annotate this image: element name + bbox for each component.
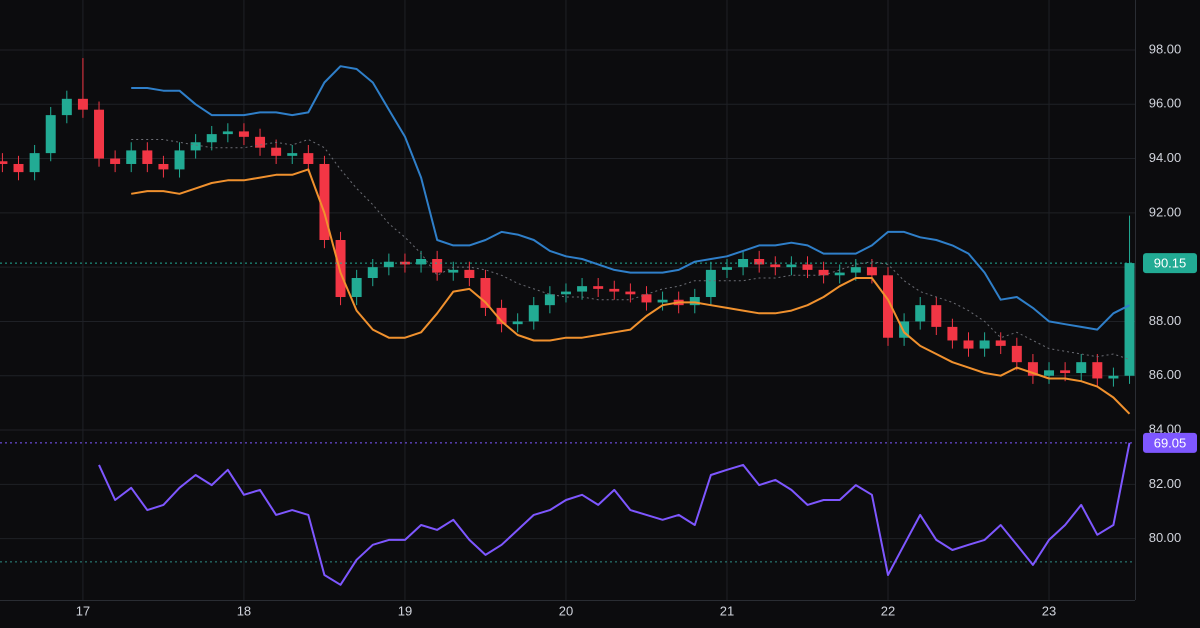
candle-body [287, 153, 298, 156]
candle-body [1060, 370, 1071, 374]
candle-body [1027, 362, 1038, 376]
candle-body [641, 294, 652, 303]
candle-body [432, 259, 443, 273]
candle-body [1092, 362, 1103, 379]
candle-body [979, 340, 990, 349]
candle-body [416, 259, 427, 265]
last-price-label: 90.15 [1154, 256, 1187, 271]
candle-body [319, 163, 330, 240]
candle-body [496, 307, 507, 325]
candle-body [609, 288, 620, 292]
candle-body [110, 158, 121, 164]
candle-body [190, 142, 201, 151]
candle-body [448, 269, 459, 273]
candle-body [1044, 370, 1055, 376]
last-value-label: 69.05 [1154, 435, 1187, 450]
candle-body [657, 299, 668, 303]
candle-body [738, 259, 749, 268]
candle-body [577, 286, 588, 292]
series-line [131, 65, 1130, 331]
x-tick-label: 22 [881, 603, 895, 618]
candle-body [61, 98, 72, 116]
candle-body [126, 150, 137, 164]
series-line [131, 168, 1131, 415]
candle-body [915, 305, 926, 322]
candle-body [705, 269, 716, 298]
last-price-box [1143, 253, 1197, 274]
series-line [98, 442, 1131, 586]
candle-body [206, 134, 217, 143]
candle-body [77, 98, 88, 110]
candle-body [931, 305, 942, 327]
candle-body [335, 240, 346, 298]
series-line [131, 139, 1130, 360]
y-tick-label: 82.00 [1149, 476, 1182, 491]
candle-body [544, 294, 555, 306]
candle-body [303, 153, 314, 164]
candle-body [770, 264, 781, 268]
candle-body [689, 297, 700, 306]
candle-body [174, 150, 185, 170]
candle-body [383, 261, 394, 268]
candle-body [399, 261, 410, 265]
candle-body [818, 269, 829, 276]
candle-body [158, 163, 169, 170]
candle-body [13, 163, 24, 173]
candle-body [238, 131, 249, 137]
candle-body [45, 115, 56, 154]
candle-body [1011, 345, 1022, 363]
candle-body [786, 264, 797, 268]
candle-body [464, 269, 475, 279]
candle-body [94, 109, 105, 159]
y-tick-label: 96.00 [1149, 96, 1182, 111]
last-value-box [1143, 432, 1197, 453]
candle-body [255, 136, 266, 148]
candle-body [560, 291, 571, 295]
candle-body [222, 131, 233, 135]
y-tick-label: 84.00 [1149, 421, 1182, 436]
x-tick-label: 19 [398, 603, 412, 618]
candle-body [1076, 362, 1087, 374]
y-tick-label: 94.00 [1149, 150, 1182, 165]
candle-body [512, 321, 523, 325]
candle-body [850, 267, 861, 273]
candle-body [480, 278, 491, 308]
candle-body [142, 150, 153, 164]
candle-body [271, 147, 282, 156]
candle-body [367, 267, 378, 279]
y-tick-label: 86.00 [1149, 367, 1182, 382]
candle-body [625, 291, 636, 295]
candle-body [963, 340, 974, 349]
candle-body [29, 153, 40, 173]
candle-body [866, 267, 877, 276]
candle-body [995, 340, 1006, 346]
candle-body [351, 278, 362, 298]
candle-body [593, 286, 604, 289]
x-tick-label: 20 [559, 603, 573, 618]
x-tick-label: 17 [76, 603, 90, 618]
candle-body [721, 267, 732, 270]
candle-body [528, 305, 539, 322]
y-tick-label: 88.00 [1149, 313, 1182, 328]
candle-body [1124, 263, 1135, 376]
candle-body [834, 272, 845, 276]
y-tick-label: 80.00 [1149, 530, 1182, 545]
candle-body [883, 275, 893, 338]
candle-body [947, 326, 958, 341]
candle-body [1108, 375, 1119, 379]
candle-body [802, 264, 813, 270]
candle-body [0, 161, 8, 164]
candle-body [754, 259, 765, 265]
y-tick-label: 92.00 [1149, 204, 1182, 219]
x-tick-label: 23 [1042, 603, 1056, 618]
candle-body [899, 321, 910, 338]
x-tick-label: 18 [237, 603, 251, 618]
x-tick-label: 21 [720, 603, 734, 618]
y-tick-label: 98.00 [1149, 41, 1182, 56]
